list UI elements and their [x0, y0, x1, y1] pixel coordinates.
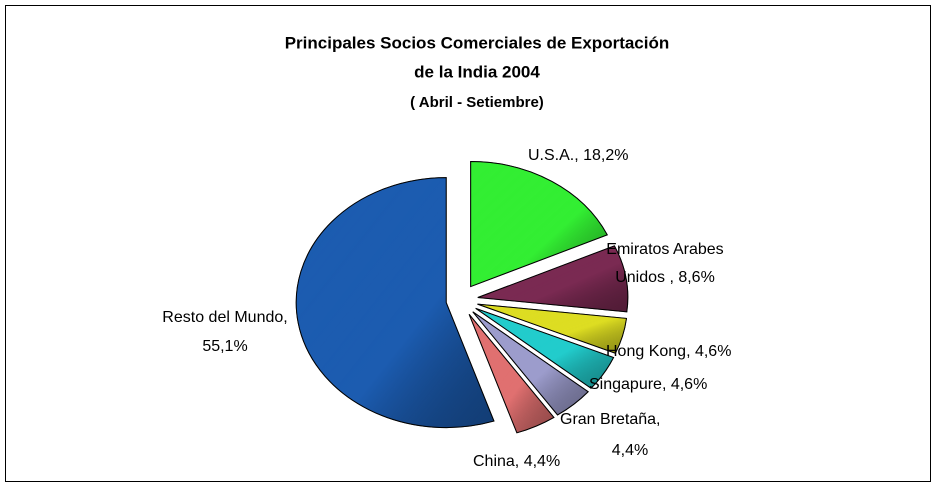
- pie-slice-shade: [468, 314, 555, 434]
- data-label: Unidos , 8,6%: [615, 269, 715, 286]
- data-label: Hong Kong, 4,6%: [606, 343, 731, 360]
- pie-slice-shade: [477, 303, 628, 354]
- data-label: Emiratos Arabes: [606, 241, 723, 258]
- data-label: 55,1%: [202, 338, 247, 355]
- chart-title: de la India 2004: [414, 62, 540, 81]
- pie-slice-shade: [470, 161, 608, 288]
- chart-title: Principales Socios Comerciales de Export…: [285, 33, 670, 52]
- data-label: Gran Bretaña,: [560, 411, 661, 428]
- data-label: Resto del Mundo,: [162, 309, 287, 326]
- pie-slice-shade: [477, 245, 629, 313]
- pie-slice-shade: [295, 177, 495, 429]
- data-label: Singapure, 4,6%: [589, 376, 707, 393]
- data-label: China, 4,4%: [473, 453, 560, 470]
- data-label: 4,4%: [612, 442, 648, 459]
- chart-subtitle: ( Abril - Setiembre): [410, 94, 544, 111]
- pie-slice-shade: [472, 311, 589, 416]
- pie-slice-shade: [475, 307, 615, 389]
- data-label: U.S.A., 18,2%: [528, 147, 629, 164]
